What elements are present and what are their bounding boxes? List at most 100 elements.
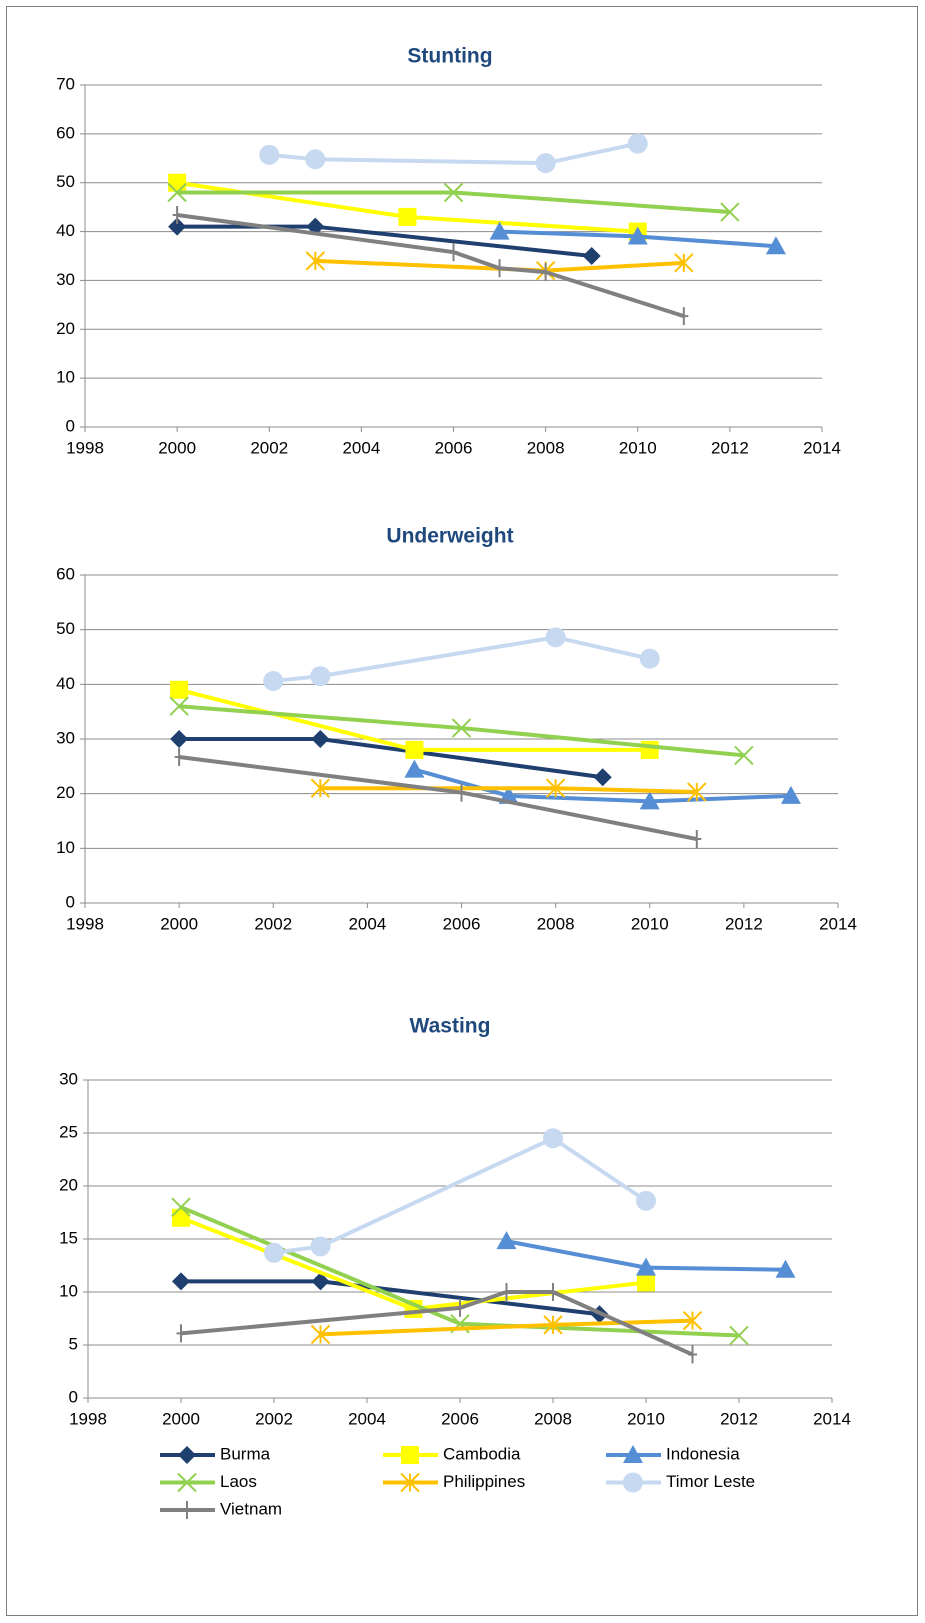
marker — [443, 182, 464, 203]
marker — [171, 1197, 191, 1217]
series-line — [273, 635, 651, 684]
marker — [259, 144, 280, 165]
marker — [545, 778, 566, 798]
y-tick-label: 10 — [59, 1281, 78, 1300]
marker — [310, 666, 331, 687]
marker — [496, 1231, 517, 1250]
marker — [177, 1472, 197, 1493]
legend-label: Philippines — [443, 1472, 525, 1491]
marker — [582, 247, 601, 265]
y-tick-label: 0 — [66, 416, 75, 435]
marker — [682, 1310, 703, 1331]
x-tick-label: 2010 — [627, 1409, 665, 1428]
y-tick-label: 30 — [56, 270, 75, 289]
marker — [455, 1298, 465, 1317]
chart-border — [6, 6, 918, 1616]
marker — [623, 1472, 643, 1493]
marker — [692, 830, 702, 849]
x-tick-label: 2000 — [162, 1409, 200, 1428]
marker — [543, 1315, 563, 1335]
marker — [637, 1273, 655, 1292]
marker — [623, 1445, 643, 1463]
x-tick-label: 1998 — [69, 1409, 107, 1428]
marker — [405, 740, 424, 759]
marker — [687, 782, 707, 802]
marker — [775, 1259, 796, 1278]
marker — [457, 783, 466, 802]
series-line — [273, 1136, 648, 1255]
x-tick-label: 2010 — [619, 438, 657, 457]
x-tick-label: 2008 — [537, 914, 575, 933]
y-tick-label: 25 — [59, 1122, 78, 1141]
marker — [401, 1446, 419, 1464]
marker — [548, 1283, 558, 1301]
marker — [310, 1324, 331, 1345]
marker — [310, 1236, 331, 1257]
marker — [627, 226, 648, 245]
marker — [167, 182, 187, 203]
y-tick-label: 20 — [56, 319, 75, 338]
marker — [176, 1324, 186, 1343]
x-tick-label: 2008 — [527, 438, 565, 457]
marker — [172, 205, 182, 224]
y-tick-label: 70 — [56, 74, 75, 93]
y-tick-label: 5 — [69, 1334, 78, 1353]
x-tick-label: 2014 — [813, 1409, 851, 1428]
x-tick-label: 2008 — [534, 1409, 572, 1428]
marker — [178, 1446, 196, 1464]
marker — [495, 259, 505, 278]
marker — [734, 745, 754, 766]
marker — [310, 778, 331, 798]
marker — [627, 133, 648, 154]
y-tick-label: 0 — [66, 892, 75, 911]
x-tick-label: 1998 — [66, 914, 104, 933]
x-tick-label: 2012 — [720, 1409, 758, 1428]
y-tick-label: 20 — [56, 783, 75, 802]
legend-label: Cambodia — [443, 1444, 521, 1463]
x-tick-label: 2002 — [254, 914, 292, 933]
y-tick-label: 20 — [59, 1175, 78, 1194]
x-tick-label: 2012 — [725, 914, 763, 933]
chart-title: Stunting — [407, 45, 492, 68]
y-tick-label: 60 — [56, 123, 75, 142]
y-tick-label: 30 — [56, 728, 75, 747]
legend-label: Burma — [220, 1444, 271, 1463]
marker — [593, 768, 612, 787]
y-tick-label: 60 — [56, 564, 75, 583]
marker — [720, 202, 740, 222]
marker — [545, 627, 566, 648]
marker — [170, 680, 189, 699]
marker — [172, 1272, 190, 1291]
x-tick-label: 2014 — [819, 914, 857, 933]
marker — [168, 173, 187, 192]
x-tick-label: 2014 — [803, 438, 841, 457]
marker — [489, 221, 510, 240]
x-tick-label: 2006 — [441, 1409, 479, 1428]
marker — [400, 1472, 420, 1493]
marker — [535, 153, 556, 174]
series-line — [269, 141, 639, 166]
marker — [170, 730, 189, 748]
marker — [449, 243, 458, 262]
marker — [639, 791, 660, 810]
legend-label: Indonesia — [666, 1444, 740, 1463]
marker — [169, 696, 189, 716]
marker — [398, 207, 417, 226]
y-tick-label: 10 — [56, 838, 75, 857]
x-tick-label: 2006 — [443, 914, 481, 933]
marker — [264, 1242, 284, 1263]
marker — [674, 253, 694, 273]
marker — [679, 307, 689, 326]
marker — [502, 1283, 511, 1301]
marker — [639, 648, 660, 669]
marker — [541, 263, 551, 282]
marker — [263, 671, 284, 692]
y-tick-label: 10 — [56, 368, 75, 387]
marker — [168, 217, 187, 236]
y-tick-label: 0 — [69, 1387, 78, 1406]
x-tick-label: 2000 — [158, 438, 196, 457]
marker — [543, 1128, 563, 1149]
chart-title: Wasting — [410, 1015, 491, 1038]
marker — [311, 1272, 330, 1291]
